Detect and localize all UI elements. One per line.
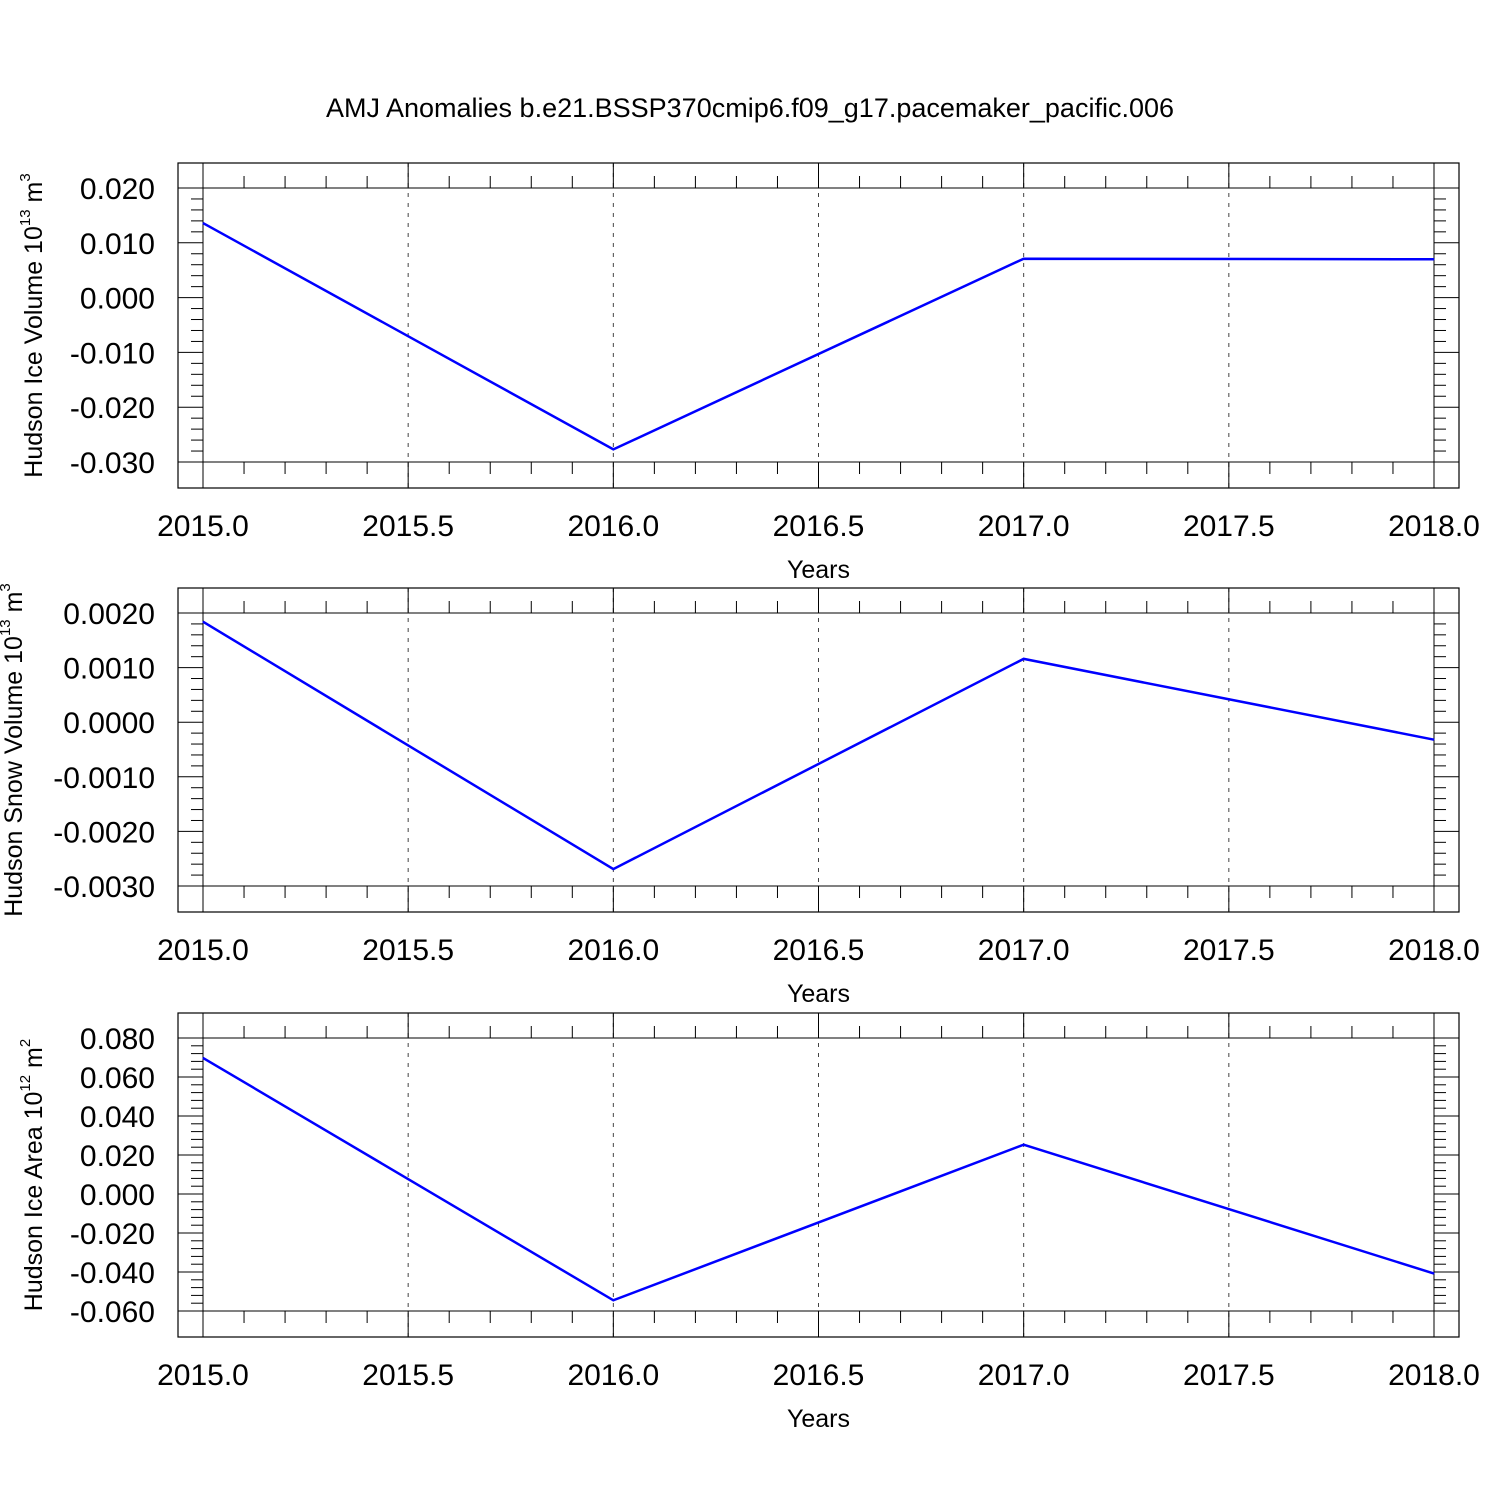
x-tick-label: 2016.0 — [567, 510, 659, 543]
x-tick-label: 2017.5 — [1183, 510, 1275, 543]
data-point — [1433, 739, 1435, 741]
x-tick-label: 2017.0 — [978, 510, 1070, 543]
data-point — [1433, 1273, 1435, 1275]
y-axis-label: Hudson Ice Volume 1013 m3 — [17, 173, 48, 477]
x-tick-label: 2016.0 — [567, 1359, 659, 1392]
chart-panel-3: 0.080 0.060 0.040 0.020 0.000 -0.020 -0.040 -0.… — [17, 1012, 1480, 1433]
x-tick-label: 2015.5 — [362, 934, 454, 967]
x-tick-label: 2015.5 — [362, 1359, 454, 1392]
data-point — [202, 621, 204, 623]
data-point — [202, 1057, 204, 1059]
y-axis-label: Hudson Ice Area 1012 m2 — [17, 1039, 48, 1311]
y-tick-label: 0.040 — [80, 1101, 155, 1134]
y-tick-label: -0.0010 — [53, 762, 155, 795]
x-tick-label: 2015.0 — [157, 934, 249, 967]
data-point — [202, 222, 204, 224]
data-point — [612, 448, 614, 450]
data-point — [1433, 258, 1435, 260]
data-point — [1023, 658, 1025, 660]
data-point — [1023, 1144, 1025, 1146]
x-axis-label: Years — [787, 1405, 850, 1433]
y-tick-label: 0.0000 — [63, 707, 155, 740]
series-line — [202, 1056, 1435, 1302]
x-tick-label: 2017.0 — [978, 934, 1070, 967]
y-tick-label: -0.010 — [70, 337, 155, 370]
data-point — [1023, 258, 1025, 260]
figure-title: AMJ Anomalies b.e21.BSSP370cmip6.f09_g17… — [326, 93, 1174, 123]
y-tick-label: 0.080 — [80, 1023, 155, 1056]
y-tick-label: -0.0030 — [53, 871, 155, 904]
x-tick-label: 2016.0 — [567, 934, 659, 967]
x-tick-label: 2015.0 — [157, 510, 249, 543]
x-tick-label: 2017.5 — [1183, 934, 1275, 967]
y-tick-label: 0.020 — [80, 173, 155, 206]
data-point — [612, 868, 614, 870]
y-tick-label: -0.030 — [70, 447, 155, 480]
y-tick-label: -0.020 — [70, 1218, 155, 1251]
y-tick-label: 0.000 — [80, 1179, 155, 1212]
x-axis-label: Years — [787, 980, 850, 1008]
y-tick-label: -0.060 — [70, 1296, 155, 1329]
x-axis-label: Years — [787, 556, 850, 584]
y-axis-label: Hudson Snow Volume 1013 m3 — [0, 583, 28, 917]
x-tick-label: 2018.0 — [1388, 1359, 1480, 1392]
x-tick-label: 2015.5 — [362, 510, 454, 543]
y-tick-label: 0.010 — [80, 228, 155, 261]
series-line — [202, 620, 1435, 871]
y-tick-label: -0.040 — [70, 1257, 155, 1290]
y-tick-label: 0.020 — [80, 1140, 155, 1173]
data-point — [612, 1299, 614, 1301]
x-tick-label: 2016.5 — [773, 510, 865, 543]
x-tick-label: 2018.0 — [1388, 510, 1480, 543]
x-tick-label: 2017.5 — [1183, 1359, 1275, 1392]
y-tick-label: -0.020 — [70, 392, 155, 425]
x-tick-label: 2015.0 — [157, 1359, 249, 1392]
y-tick-label: 0.0020 — [63, 598, 155, 631]
y-tick-label: 0.060 — [80, 1062, 155, 1095]
y-tick-label: -0.0020 — [53, 816, 155, 849]
x-tick-label: 2018.0 — [1388, 934, 1480, 967]
chart-panel-2: 0.00200.00100.0000-0.0010-0.0020-0.00302… — [0, 583, 1480, 1008]
y-tick-label: 0.000 — [80, 283, 155, 316]
x-tick-label: 2017.0 — [978, 1359, 1070, 1392]
y-tick-label: 0.0010 — [63, 653, 155, 686]
x-tick-label: 2016.5 — [773, 934, 865, 967]
series-line — [202, 221, 1435, 451]
x-tick-label: 2016.5 — [773, 1359, 865, 1392]
